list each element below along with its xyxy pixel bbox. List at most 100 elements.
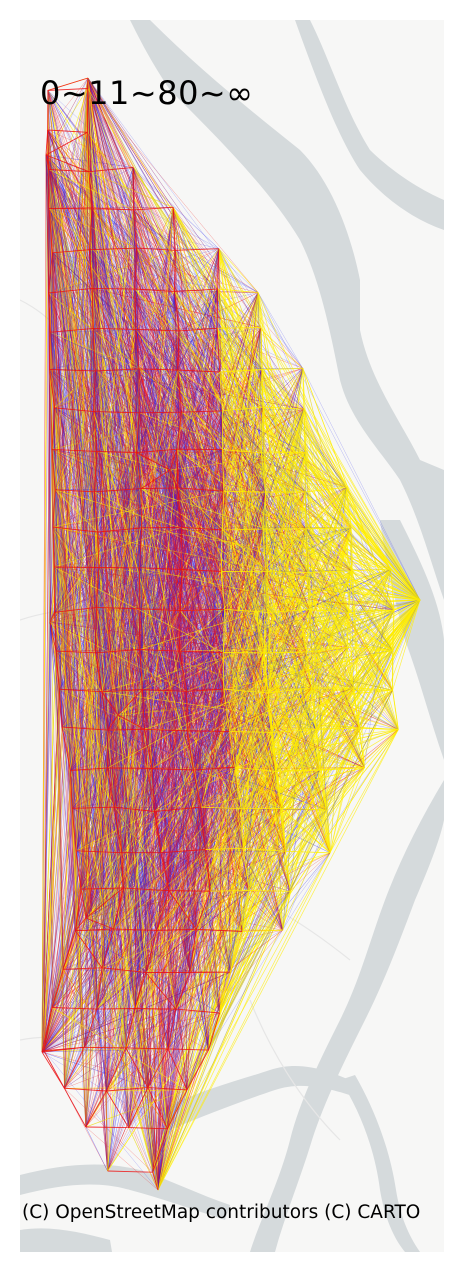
flow-line: [49, 621, 264, 654]
flow-line: [41, 1008, 136, 1053]
flow-line: [144, 599, 421, 730]
flow-line: [157, 852, 162, 1191]
flow-line: [85, 248, 137, 919]
flow-line: [45, 88, 88, 156]
flow-line: [47, 129, 51, 623]
flow-line: [85, 689, 224, 919]
flow-line: [302, 368, 421, 601]
flow-line: [156, 930, 191, 973]
flow-line: [49, 621, 264, 654]
flow-line: [144, 569, 183, 730]
flow-line: [329, 767, 365, 853]
flow-line: [176, 449, 224, 653]
flow-line: [45, 154, 76, 931]
flow-line: [169, 469, 421, 601]
flow-line: [87, 77, 136, 290]
flow-line: [157, 248, 220, 1191]
flow-line: [48, 208, 76, 931]
flow-line: [169, 469, 269, 693]
flow-line: [87, 77, 262, 328]
flow-line: [48, 292, 145, 730]
flow-line: [87, 77, 305, 410]
flow-line: [157, 469, 171, 1191]
flow-line: [157, 848, 244, 1191]
flow-line: [87, 77, 230, 732]
flow-line: [49, 621, 264, 654]
flow-line: [41, 90, 49, 1053]
flow-line: [87, 77, 194, 771]
flow-line: [49, 621, 136, 1009]
flow-line: [49, 487, 178, 623]
flow-line: [41, 652, 96, 1053]
flow-line: [94, 371, 220, 492]
flow-line: [48, 169, 154, 1173]
flow-line: [49, 621, 158, 931]
flow-line: [45, 77, 89, 156]
flow-line: [49, 77, 89, 333]
flow-line: [54, 489, 108, 1172]
flow-line: [87, 77, 182, 413]
flow-line: [41, 689, 60, 1053]
flow-line: [87, 77, 176, 251]
flow-line: [41, 1008, 176, 1053]
flow-line: [87, 77, 218, 329]
flow-line: [47, 90, 51, 623]
flow-line: [85, 890, 211, 919]
flow-line: [85, 917, 197, 930]
flow-line: [85, 652, 224, 919]
flow-line: [128, 1127, 159, 1191]
flow-line: [41, 77, 89, 1053]
flow-line: [52, 488, 142, 528]
flow-line: [167, 449, 178, 1049]
flow-line: [167, 689, 224, 1049]
flow-line: [169, 328, 218, 471]
flow-line: [97, 531, 119, 716]
flow-line: [47, 129, 93, 209]
flow-line: [87, 77, 262, 328]
flow-line: [48, 77, 89, 293]
flow-line: [45, 154, 50, 370]
flow-line: [117, 487, 178, 716]
flow-line: [41, 689, 60, 1053]
flow-line: [45, 154, 178, 488]
flow-line: [49, 621, 107, 1092]
flow-line: [49, 621, 107, 1092]
flow-line: [64, 1088, 153, 1173]
flow-line: [49, 570, 352, 623]
flow-line: [157, 651, 180, 1191]
flow-line: [41, 1051, 168, 1129]
flow-line: [87, 77, 127, 1048]
flow-line: [257, 292, 421, 601]
flow-line: [49, 370, 96, 623]
flow-line: [218, 248, 421, 601]
flow-line: [177, 369, 223, 450]
flow-line: [157, 1009, 177, 1191]
flow-line: [157, 852, 162, 1191]
flow-line: [152, 469, 171, 1173]
flow-line: [41, 808, 73, 1053]
flow-line: [91, 207, 218, 329]
flow-line: [209, 292, 259, 892]
flow-line: [49, 621, 114, 930]
flow-line: [49, 608, 140, 623]
flow-line: [75, 412, 140, 931]
flow-line: [62, 289, 218, 970]
flow-line: [169, 449, 223, 471]
flow-line: [139, 649, 283, 931]
flow-line: [87, 77, 305, 410]
flow-line: [145, 599, 421, 973]
flow-line: [139, 327, 262, 413]
flow-line: [64, 250, 176, 1089]
flow-line: [45, 154, 267, 572]
flow-line: [47, 90, 51, 623]
flow-line: [52, 77, 89, 253]
flow-line: [45, 154, 50, 370]
flow-line: [49, 621, 158, 931]
flow-line: [41, 621, 51, 1053]
flow-line: [48, 292, 286, 852]
flow-line: [87, 77, 140, 369]
flow-line: [49, 527, 352, 623]
flow-line: [134, 469, 171, 1009]
